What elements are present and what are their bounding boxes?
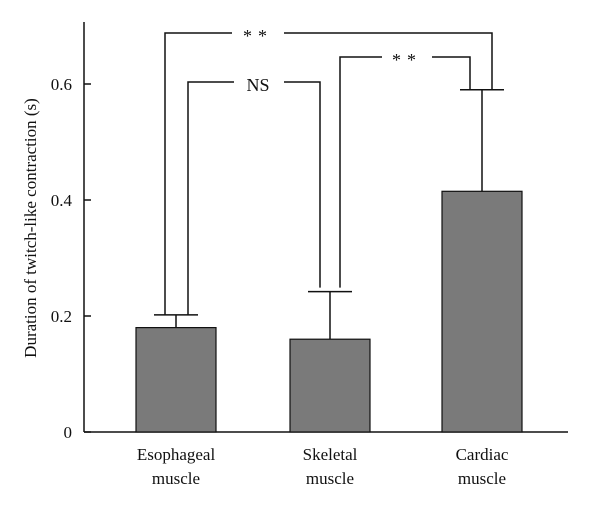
significance-brackets: ** NS **	[164, 26, 493, 315]
significance-label: **	[392, 50, 422, 70]
significance-bracket	[164, 32, 493, 315]
y-axis-label: Duration of twitch-like contraction (s)	[21, 98, 40, 358]
x-category-label: muscle	[306, 469, 354, 488]
x-category-label: Cardiac	[456, 445, 509, 464]
y-tick-label: 0.4	[51, 191, 73, 210]
bars	[135, 190, 523, 433]
error-bars	[154, 89, 504, 340]
significance-label: **	[243, 26, 273, 46]
bar	[135, 327, 217, 433]
significance-bracket	[339, 56, 471, 288]
x-category-label: Skeletal	[303, 445, 358, 464]
significance-bracket	[187, 81, 321, 315]
x-category-label: muscle	[458, 469, 506, 488]
bar	[441, 190, 523, 433]
bar	[289, 338, 371, 433]
x-category-label: Esophageal	[137, 445, 216, 464]
y-tick-label: 0.6	[51, 75, 72, 94]
significance-label: NS	[246, 75, 269, 95]
labels: 0 0.2 0.4 0.6 Esophageal muscle Skeletal muscle…	[51, 75, 509, 488]
y-tick-label: 0	[64, 423, 73, 442]
y-tick-label: 0.2	[51, 307, 72, 326]
x-category-label: muscle	[152, 469, 200, 488]
